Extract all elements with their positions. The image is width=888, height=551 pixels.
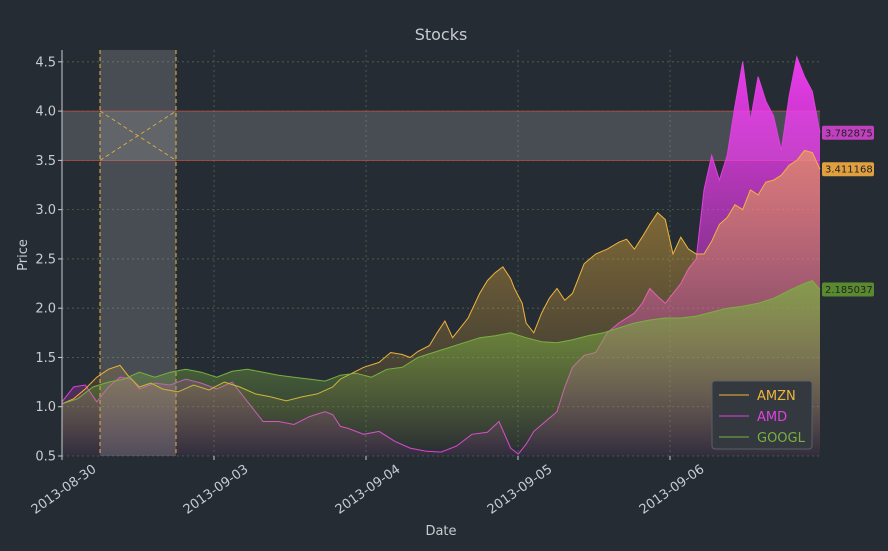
x-tick-label: 2013-09-04 bbox=[333, 462, 404, 518]
legend: AMZN AMD GOOGL bbox=[711, 380, 813, 450]
y-tick-label: 4.5 bbox=[35, 55, 56, 70]
x-tick-label: 2013-09-06 bbox=[637, 462, 708, 518]
x-tick-label: 2013-09-05 bbox=[485, 462, 556, 518]
y-tick-label: 1.0 bbox=[35, 400, 56, 415]
y-tick-label: 3.0 bbox=[35, 203, 56, 218]
value-label-amzn: 3.411168 bbox=[825, 165, 873, 176]
y-band-rect bbox=[62, 111, 820, 161]
x-tick-label: 2013-08-30 bbox=[29, 462, 100, 518]
series-layer bbox=[61, 55, 821, 457]
y-tick-label: 2.5 bbox=[35, 252, 56, 267]
chart-title: Stocks bbox=[415, 25, 468, 44]
legend-label-googl: GOOGL bbox=[757, 431, 806, 446]
x-axis-label: Date bbox=[425, 524, 456, 539]
value-label-googl: 2.185037 bbox=[825, 285, 873, 296]
legend-label-amzn: AMZN bbox=[757, 389, 796, 404]
last-value-labels: 3.411168 3.782875 2.185037 bbox=[822, 125, 874, 297]
value-badge-amzn bbox=[822, 162, 874, 177]
y-axis-label: Price bbox=[16, 239, 31, 271]
value-badge-googl bbox=[822, 282, 874, 297]
value-label-amd: 3.782875 bbox=[825, 128, 873, 139]
legend-label-amd: AMD bbox=[757, 410, 787, 425]
band-cross-line bbox=[99, 110, 177, 161]
y-tick-label: 2.0 bbox=[35, 302, 56, 317]
x-tick-label: 2013-09-03 bbox=[181, 462, 252, 518]
y-tick-label: 3.5 bbox=[35, 154, 56, 169]
value-badge-amd bbox=[822, 125, 874, 140]
y-tick-label: 0.5 bbox=[35, 450, 56, 465]
line-googl bbox=[61, 280, 821, 405]
y-tick-label: 4.0 bbox=[35, 105, 56, 120]
y-tick-label: 1.5 bbox=[35, 351, 56, 366]
legend-box bbox=[711, 380, 813, 450]
